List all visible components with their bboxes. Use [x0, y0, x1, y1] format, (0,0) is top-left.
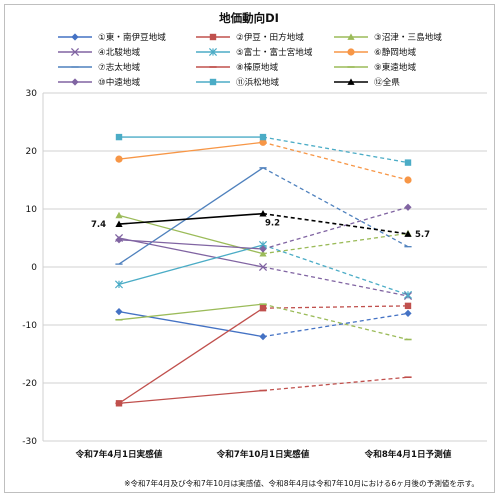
legend-entry: ①東・南伊豆地域 — [98, 31, 166, 43]
series-line-forecast — [262, 303, 409, 341]
series-line-actual — [118, 389, 264, 404]
series-line-actual — [118, 237, 264, 268]
series-line-actual — [118, 212, 264, 225]
data-point — [259, 138, 267, 146]
data-point — [258, 262, 268, 272]
data-label: 7.4 — [91, 220, 106, 230]
data-point — [404, 159, 412, 166]
y-tick-label: -20 — [22, 379, 37, 389]
series-line-forecast — [262, 376, 409, 392]
series-line-forecast — [262, 141, 409, 181]
legend-entry: ⑧榛原地域 — [236, 61, 278, 73]
data-point — [115, 308, 123, 316]
data-point — [404, 203, 412, 211]
legend-entry: ④北駿地域 — [98, 46, 140, 58]
legend-marker — [208, 47, 218, 57]
y-tick-label: 10 — [26, 205, 38, 215]
series-line-forecast — [262, 266, 409, 297]
legend-entry: ⑦志太地域 — [98, 61, 140, 73]
data-point — [259, 210, 267, 217]
series-line-actual — [118, 167, 264, 265]
series-line-actual — [118, 311, 264, 338]
legend-entry: ②伊豆・田方地域 — [236, 31, 304, 43]
footnote: ※令和7年4月及び令和7年10月は実感値、令和8年4月は令和7年10月における6… — [124, 478, 479, 488]
legend-entry: ⑪浜松地域 — [236, 76, 279, 88]
legend-entry: ⑩中遠地域 — [98, 76, 140, 88]
y-tick-label: -10 — [22, 321, 37, 331]
series-line-forecast — [262, 232, 409, 255]
legend-entry: ⑫全県 — [374, 76, 400, 88]
y-tick-label: 30 — [26, 89, 38, 99]
series-line-actual — [118, 307, 264, 404]
legend-entry: ⑥静岡地域 — [374, 46, 416, 58]
series-line-forecast — [262, 136, 409, 164]
series-line-forecast — [262, 212, 409, 235]
legend-marker — [347, 33, 355, 40]
series-line-actual — [118, 141, 264, 160]
series-line-forecast — [262, 312, 409, 338]
data-point — [259, 304, 267, 312]
series-line-forecast — [262, 244, 409, 296]
series-line-actual — [118, 244, 264, 286]
data-point — [114, 280, 124, 289]
legend-marker — [71, 33, 79, 41]
data-point — [404, 302, 412, 310]
legend-entry: ⑤富士・富士宮地域 — [236, 46, 313, 58]
series-line-forecast — [262, 305, 409, 309]
legend-marker — [347, 48, 355, 56]
x-category-label: 令和7年4月1日実感値 — [75, 448, 163, 460]
legend-entry: ⑨東遠地域 — [374, 61, 416, 73]
legend-marker — [71, 78, 79, 86]
x-category-label: 令和8年4月1日予測値 — [364, 448, 452, 460]
data-point — [115, 211, 123, 219]
data-point — [259, 333, 267, 341]
chart-title: 地価動向DI — [219, 11, 279, 25]
y-tick-label: -30 — [22, 437, 37, 447]
data-point — [404, 176, 412, 184]
legend-marker — [209, 33, 217, 41]
legend-marker — [70, 47, 80, 57]
data-point — [403, 290, 413, 299]
data-point — [404, 309, 412, 317]
data-point — [115, 133, 123, 141]
legend-entry: ③沼津・三島地域 — [374, 31, 442, 43]
data-point — [115, 155, 123, 163]
y-tick-label: 0 — [31, 263, 37, 273]
data-label: 9.2 — [265, 219, 280, 229]
x-category-label: 令和7年10月1日実感値 — [216, 448, 310, 460]
data-point — [115, 236, 123, 244]
legend-marker — [347, 78, 355, 85]
legend-marker — [209, 78, 217, 86]
data-point — [259, 245, 267, 253]
series-line-actual — [118, 303, 264, 321]
data-point — [259, 133, 267, 141]
data-label: 5.7 — [415, 230, 430, 240]
data-point — [115, 220, 123, 227]
data-point — [259, 250, 267, 257]
series-line-actual — [118, 239, 264, 250]
data-point — [404, 230, 412, 237]
y-tick-label: 20 — [26, 147, 38, 157]
